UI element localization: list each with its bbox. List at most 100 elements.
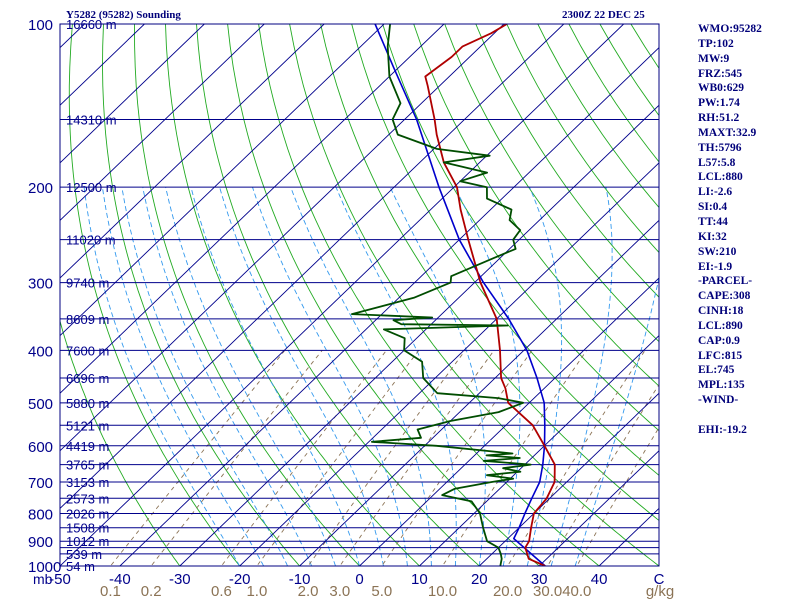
height-label: 3765 m [66, 458, 109, 473]
isotherm [0, 24, 25, 566]
index-line: EHI:-19.2 [698, 423, 747, 436]
height-label: 6696 m [66, 371, 109, 386]
temperature-tick-label: C [654, 571, 665, 588]
temperature-tick-label: -30 [169, 571, 191, 588]
index-line: EL:745 [698, 364, 735, 377]
moist-adiabat [290, 187, 432, 566]
mixing-ratio-line [507, 350, 646, 566]
moist-adiabat [574, 275, 659, 566]
temperature-tick-label: -10 [289, 571, 311, 588]
mixing-ratio-tick-label: 10.0 [428, 583, 457, 600]
temperature-tick-label: 0 [355, 571, 363, 588]
dry-adiabat [165, 24, 421, 566]
dry-adiabat [134, 24, 361, 566]
height-label: 2573 m [66, 491, 109, 506]
isotherm [60, 24, 505, 452]
mixing-ratio-tick-label: g/kg [646, 583, 674, 600]
dry-adiabat [506, 24, 659, 254]
pressure-label: 100 [28, 17, 53, 34]
isotherm [478, 392, 659, 566]
pressure-label: 500 [28, 396, 53, 413]
index-line: -WIND- [698, 394, 739, 407]
index-line: EI:-1.9 [698, 260, 733, 273]
moist-adiabat [335, 187, 457, 566]
isotherm [299, 219, 659, 566]
isotherm [119, 47, 659, 566]
mixing-ratio-line [256, 350, 420, 566]
pressure-label: 800 [28, 506, 53, 523]
index-line: CAP:0.9 [698, 334, 740, 347]
mixing-ratio-tick-label: 0.1 [100, 583, 121, 600]
index-line: LCL:890 [698, 319, 743, 332]
height-label: 539 m [66, 547, 102, 562]
temperature-trace [424, 24, 556, 566]
height-label: 7600 m [66, 343, 109, 358]
mixing-ratio-line [339, 350, 495, 566]
dry-adiabat [444, 24, 659, 343]
index-line: KI:32 [698, 230, 727, 243]
isotherm [538, 450, 659, 566]
isotherm [419, 334, 659, 566]
temperature-tick-label: 30 [531, 571, 548, 588]
parcel-trace [374, 24, 546, 566]
dry-adiabat [320, 24, 659, 522]
index-line [698, 408, 798, 423]
pressure-label: 600 [28, 439, 53, 456]
height-label: 1508 m [66, 521, 109, 536]
index-line: TH:5796 [698, 141, 742, 154]
dry-adiabat [68, 24, 241, 566]
height-label: 2026 m [66, 506, 109, 521]
height-label: 9740 m [66, 276, 109, 291]
mixing-ratio-tick-label: 2.0 [298, 583, 319, 600]
index-line: PW:1.74 [698, 97, 740, 110]
plot-frame [59, 23, 660, 567]
chart-title: Y5282 (95282) Sounding [66, 9, 181, 21]
isotherm [60, 24, 445, 394]
height-label: 8609 m [66, 312, 109, 327]
index-line: MAXT:32.9 [698, 126, 757, 139]
index-line: CINH:18 [698, 305, 744, 318]
mixing-ratio-tick-label: 3.0 [329, 583, 350, 600]
temperature-tick-label: -40 [109, 571, 131, 588]
index-line: MPL:135 [698, 379, 745, 392]
pressure-label: 700 [28, 475, 53, 492]
mixing-ratio-line [109, 350, 286, 566]
index-line: SI:0.4 [698, 201, 728, 214]
height-label: 11020 m [66, 233, 116, 248]
dry-adiabat [60, 319, 181, 566]
pressure-label: 200 [28, 180, 53, 197]
pressure-label: 900 [28, 534, 53, 551]
isotherm [60, 24, 205, 164]
temperature-tick-label: 20 [471, 571, 488, 588]
index-line: -PARCEL- [698, 275, 753, 288]
dry-adiabat [196, 24, 480, 566]
height-label: 54 m [66, 559, 95, 574]
dry-adiabat [382, 24, 659, 432]
index-line: LI:-2.6 [698, 186, 733, 199]
dewpoint-trace [350, 24, 532, 566]
mixing-ratio-tick-label: 40.0 [562, 583, 591, 600]
mixing-ratio-line [441, 350, 588, 566]
mixing-ratio-line [307, 350, 466, 566]
height-label: 4419 m [66, 439, 109, 454]
mixing-ratio-line [547, 383, 659, 566]
index-line: L57:5.8 [698, 156, 736, 169]
index-line: CAPE:308 [698, 290, 751, 303]
moist-adiabat [252, 187, 408, 566]
index-line: SW:210 [698, 245, 737, 258]
temperature-tick-label: -50 [49, 571, 71, 588]
mixing-ratio-line [381, 350, 533, 566]
moist-adiabat [389, 187, 486, 566]
isotherm [60, 24, 565, 510]
temperature-tick-label: -20 [229, 571, 251, 588]
index-line: TT:44 [698, 215, 728, 228]
temperature-tick-label: 40 [591, 571, 608, 588]
index-line: FRZ:545 [698, 67, 743, 80]
isotherm [239, 162, 659, 566]
pressure-label: 300 [28, 276, 53, 293]
indices-panel: WMO:95282 TP:102 MW:9 FRZ:545 WB0:629 PW:1.74… [698, 22, 798, 438]
dry-adiabat [413, 24, 659, 387]
mixing-ratio-line [220, 350, 387, 566]
mixing-ratio-line [576, 426, 659, 566]
